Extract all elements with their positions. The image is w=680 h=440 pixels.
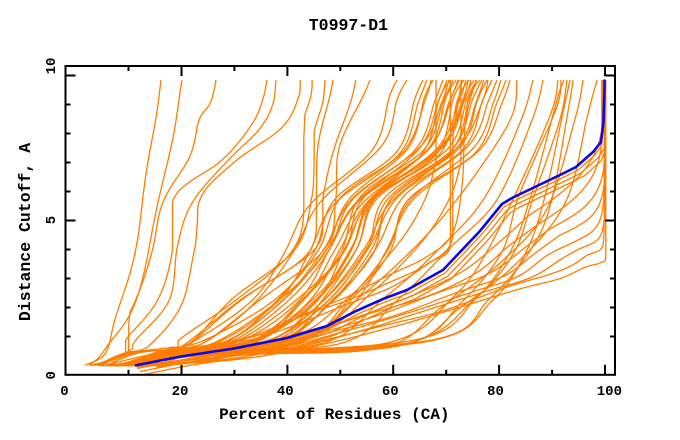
svg-text:80: 80 — [487, 384, 504, 400]
svg-text:Distance Cutoff, A: Distance Cutoff, A — [16, 143, 35, 321]
svg-text:20: 20 — [172, 384, 189, 400]
svg-text:40: 40 — [277, 384, 294, 400]
svg-text:60: 60 — [382, 384, 399, 400]
svg-text:Percent of Residues (CA): Percent of Residues (CA) — [219, 406, 449, 424]
svg-text:T0997-D1: T0997-D1 — [309, 16, 388, 35]
svg-text:0: 0 — [60, 384, 68, 400]
svg-text:10: 10 — [44, 58, 60, 75]
svg-text:100: 100 — [597, 384, 622, 400]
svg-text:0: 0 — [44, 371, 60, 379]
svg-text:5: 5 — [44, 216, 60, 224]
